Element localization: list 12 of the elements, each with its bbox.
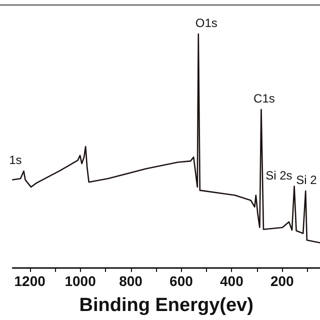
x-tick-label: 1200 — [14, 273, 46, 289]
x-tick-label: 1000 — [64, 273, 96, 289]
x-tick-label: 200 — [270, 273, 294, 289]
x-axis-title: Binding Energy(ev) — [79, 295, 254, 316]
annotation: C1s — [254, 92, 275, 106]
annotation: 1s — [9, 153, 22, 168]
x-tick-label: 800 — [119, 273, 143, 289]
x-tick-label: 600 — [170, 273, 194, 289]
annotation: Si 2s — [266, 168, 292, 182]
annotation: Si 2 — [296, 173, 318, 188]
annotation: O1s — [195, 16, 218, 30]
x-tick-label: 400 — [220, 273, 244, 289]
